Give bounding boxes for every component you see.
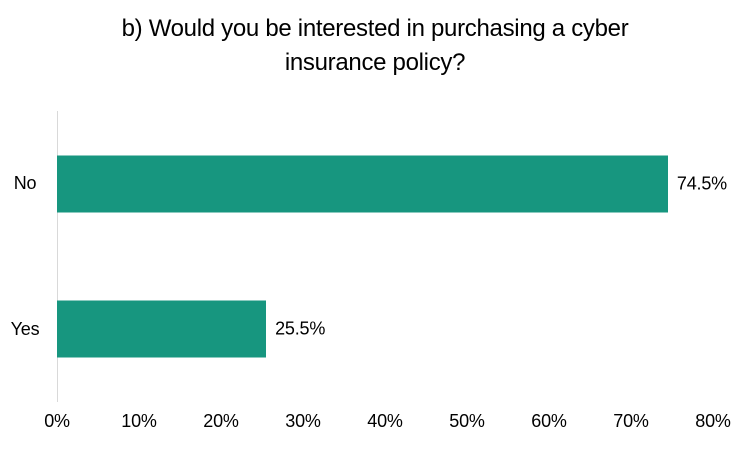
category-axis-line — [57, 111, 58, 402]
x-tick-label-10pct: 10% — [121, 411, 157, 431]
value-label-no: 74.5% — [676, 173, 727, 194]
x-tick-label-30pct: 30% — [285, 411, 321, 431]
chart-title-line-2: insurance policy? — [284, 49, 466, 76]
x-tick-label-40pct: 40% — [367, 411, 403, 431]
x-axis-tick-labels: 0% 10% 20% 30% 40% 50% 60% 70% 80% — [44, 402, 731, 436]
bar-row-no: No 74.5% — [0, 111, 727, 257]
category-label-yes: Yes — [10, 318, 40, 339]
bar-track: 74.5% — [57, 111, 727, 257]
x-tick-label-20pct: 20% — [203, 411, 239, 431]
bar-row-yes: Yes 25.5% — [0, 257, 713, 403]
x-tick-label-0pct: 0% — [44, 411, 70, 431]
bar-no — [57, 155, 668, 213]
x-tick-label-80pct: 80% — [695, 411, 731, 431]
value-label-yes: 25.5% — [275, 318, 326, 339]
x-tick-label-70pct: 70% — [613, 411, 649, 431]
chart-title-line-1: b) Would you be interested in purchasing… — [121, 15, 629, 42]
bar-track: 25.5% — [57, 257, 713, 403]
chart-title: b) Would you be interested in purchasing… — [0, 12, 750, 80]
category-label-no: No — [13, 173, 37, 194]
x-tick-label-50pct: 50% — [449, 411, 485, 431]
bar-rows: No 74.5% Yes 25.5% — [0, 111, 727, 403]
x-tick-label-60pct: 60% — [531, 411, 567, 431]
bar-yes — [57, 300, 267, 358]
